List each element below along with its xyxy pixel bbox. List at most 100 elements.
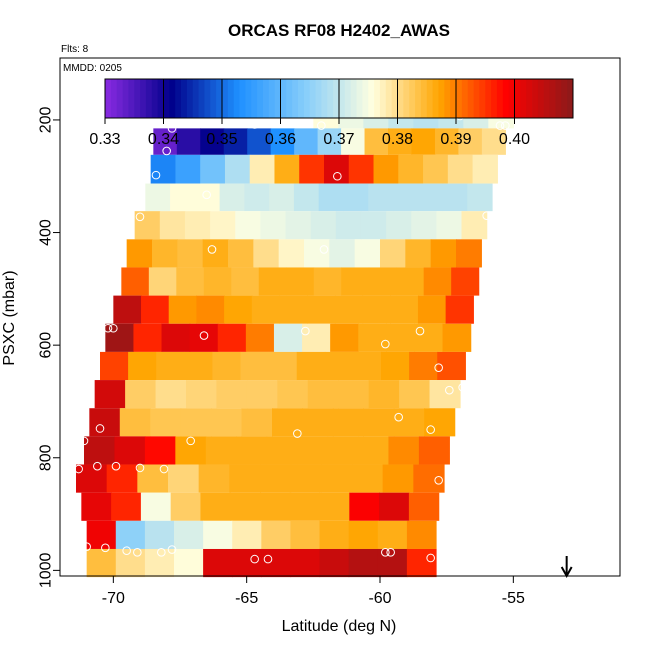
colorbar-segment (257, 79, 264, 118)
sample-point (474, 312, 483, 322)
colorbar-segment (514, 79, 521, 118)
colorbar-segment (415, 79, 422, 118)
colorbar-segment (233, 79, 240, 118)
heatmap-cell (360, 211, 387, 240)
colorbar-segment (344, 79, 352, 118)
heatmap-cell (152, 239, 178, 268)
heatmap-cell (240, 351, 270, 381)
heatmap-cell (289, 492, 321, 521)
y-axis-label: PSXC (mbar) (1, 270, 18, 365)
heatmap-cell (144, 548, 175, 578)
heatmap-cell (258, 267, 287, 296)
sample-point (458, 383, 467, 392)
heatmap-cell (141, 295, 170, 324)
heatmap-cell (137, 464, 169, 493)
heatmap-cell (307, 380, 339, 409)
colorbar-segment (181, 79, 188, 118)
heatmap-cell (86, 520, 117, 549)
heatmap-cell (442, 183, 468, 212)
heatmap-cell (161, 323, 191, 352)
heatmap-cell (290, 464, 322, 493)
heatmap-cell (105, 323, 135, 352)
heatmap-cell (170, 492, 202, 521)
heatmap-cell (293, 183, 320, 212)
heatmap-cell (198, 464, 230, 493)
colorbar-segment (362, 79, 369, 118)
heatmap-cell (286, 267, 315, 296)
colorbar-segment (298, 79, 305, 118)
heatmap-cell (148, 267, 177, 296)
sample-point (447, 515, 457, 524)
colorbar-segment (327, 79, 334, 118)
sample-point (301, 326, 310, 336)
colorbar-segment (537, 79, 545, 118)
colorbar-segment (339, 79, 346, 118)
heatmap-cell (349, 492, 380, 521)
chart-title: ORCAS RF08 H2402_AWAS (228, 21, 450, 40)
sample-point (82, 542, 91, 552)
sample-point (93, 461, 102, 471)
heatmap-cell (249, 154, 276, 184)
heatmap-cell (379, 492, 410, 521)
colorbar-segment (491, 79, 498, 118)
heatmap-cell (321, 464, 353, 493)
heatmap-cell (434, 128, 459, 155)
sample-point (263, 554, 273, 564)
sample-point (151, 170, 161, 180)
x-tick-label: -60 (368, 590, 391, 607)
heatmap-cell (406, 548, 437, 578)
heatmap-cell (393, 408, 425, 437)
colorbar-segment (391, 79, 398, 118)
colorbar-segment (549, 79, 556, 118)
colorbar-tick-label: 0.35 (206, 131, 237, 148)
y-axis: 200 400 600 800 1000 (38, 106, 61, 588)
sample-point (317, 121, 326, 130)
sample-point (442, 498, 451, 508)
heatmap-cell (231, 267, 260, 296)
heatmap-cell (230, 492, 261, 521)
heatmap-cell (364, 128, 389, 155)
heatmap-cell (140, 492, 172, 521)
colorbar-segment (444, 79, 451, 118)
colorbar-segment (467, 79, 474, 118)
heatmap-cell (200, 492, 231, 521)
heatmap-cell (144, 520, 175, 549)
y-tick-label: 1000 (38, 552, 55, 588)
colorbar-segment (175, 79, 182, 118)
colorbar-segment (461, 79, 469, 118)
colorbar-segment (321, 79, 328, 118)
colorbar-segment (303, 79, 311, 118)
sample-point (199, 331, 209, 340)
heatmap-cell (368, 267, 397, 296)
heatmap-cell (377, 548, 408, 578)
heatmap-cell (270, 128, 295, 155)
heatmap-cell (111, 492, 142, 521)
y-tick-label: 200 (38, 106, 55, 133)
colorbar-segment (543, 79, 550, 118)
heatmap-cell (247, 128, 272, 155)
heatmap-cell (386, 323, 416, 352)
colorbar-segment (216, 79, 223, 118)
colorbar-segment (210, 79, 217, 118)
x-tick-label: -55 (502, 590, 525, 607)
colorbar-segment (192, 79, 199, 118)
heatmap-cell (203, 520, 233, 549)
heatmap-cell (335, 211, 362, 240)
colorbar-segment (110, 79, 118, 118)
x-tick-label: -70 (102, 590, 125, 607)
heatmap-cell (260, 211, 287, 240)
heatmap-cell (261, 548, 292, 578)
heatmap-cell (241, 408, 273, 437)
heatmap-cell (302, 323, 331, 352)
sample-point (159, 464, 169, 474)
heatmap-cell (177, 239, 204, 268)
heatmap-cell (278, 239, 305, 268)
heatmap-cell (380, 239, 406, 268)
y-tick-label: 600 (38, 332, 55, 359)
heatmap-cell (266, 436, 298, 465)
heatmap-cell (155, 380, 187, 409)
heatmap-cell (253, 239, 280, 268)
heatmap-cell (200, 128, 225, 155)
heatmap-cell (411, 211, 437, 240)
